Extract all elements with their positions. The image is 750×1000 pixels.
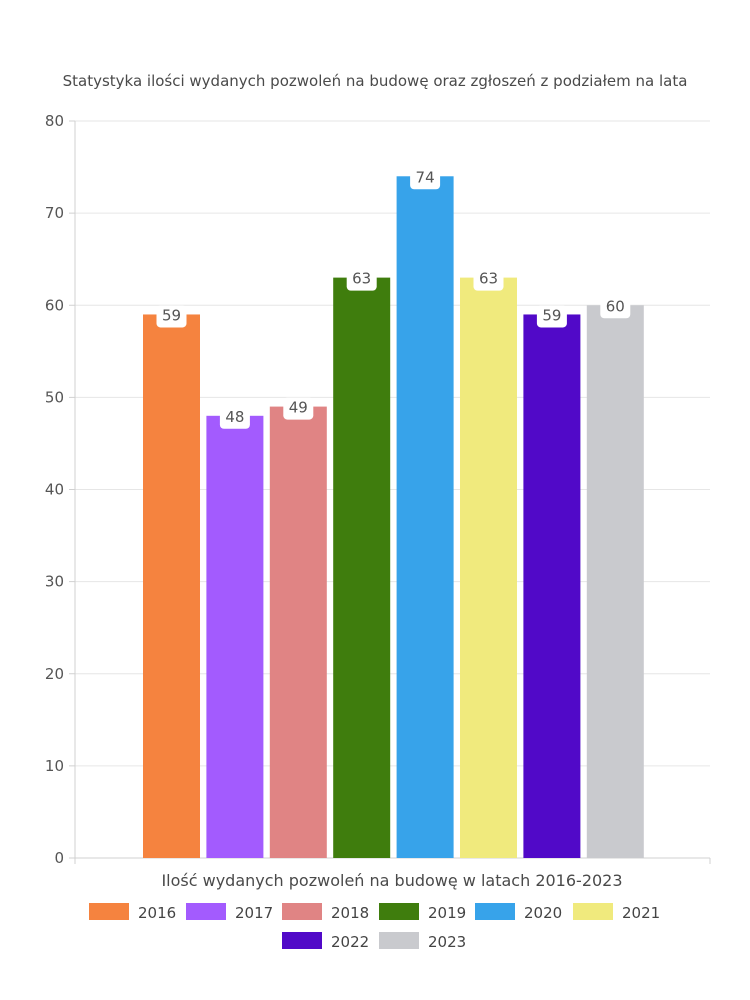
legend-item-2017: 2017 bbox=[186, 903, 273, 922]
legend-label: 2018 bbox=[331, 904, 369, 922]
bar-2018 bbox=[269, 406, 327, 858]
legend-item-2021: 2021 bbox=[573, 903, 660, 922]
data-label-2021: 63 bbox=[479, 270, 498, 288]
legend-label: 2021 bbox=[622, 904, 660, 922]
y-tick-label: 80 bbox=[45, 112, 64, 130]
legend-swatch bbox=[379, 932, 419, 949]
legend-item-2016: 2016 bbox=[89, 903, 176, 922]
data-label-background bbox=[283, 397, 314, 420]
data-labels: 59 48 49 63 74 63 59 60 bbox=[156, 167, 631, 429]
data-label-2018: 49 bbox=[289, 399, 308, 417]
legend: 2016 2017 2018 2019 2020 2021 2022 2023 bbox=[89, 903, 660, 951]
data-label-background bbox=[536, 305, 567, 328]
legend-swatch bbox=[475, 903, 515, 920]
bar-2020 bbox=[396, 176, 454, 858]
legend-label: 2017 bbox=[235, 904, 273, 922]
legend-label: 2016 bbox=[138, 904, 176, 922]
bars bbox=[143, 176, 644, 858]
data-label-2023: 60 bbox=[606, 297, 625, 315]
legend-swatch bbox=[186, 903, 226, 920]
data-label-2017: 48 bbox=[225, 408, 244, 426]
legend-item-2020: 2020 bbox=[475, 903, 562, 922]
bar-2022 bbox=[523, 314, 581, 858]
chart-title: Statystyka ilości wydanych pozwoleń na b… bbox=[63, 72, 688, 90]
data-label-background bbox=[600, 296, 631, 319]
legend-swatch bbox=[282, 903, 322, 920]
legend-item-2019: 2019 bbox=[379, 903, 466, 922]
bar-2016 bbox=[143, 314, 200, 858]
y-tick-label: 50 bbox=[45, 388, 64, 406]
legend-item-2018: 2018 bbox=[282, 903, 369, 922]
legend-swatch bbox=[282, 932, 322, 949]
bar-2021 bbox=[460, 277, 517, 858]
legend-item-2022: 2022 bbox=[282, 932, 369, 951]
data-label-2016: 59 bbox=[162, 306, 181, 324]
data-label-background bbox=[156, 305, 187, 328]
x-axis-label: Ilość wydanych pozwoleń na budowę w lata… bbox=[161, 871, 622, 890]
y-tick-label: 10 bbox=[45, 757, 64, 775]
legend-swatch bbox=[379, 903, 419, 920]
data-label-background bbox=[346, 268, 377, 291]
legend-label: 2020 bbox=[524, 904, 562, 922]
legend-swatch bbox=[573, 903, 613, 920]
data-label-2019: 63 bbox=[352, 270, 371, 288]
data-label-background bbox=[410, 167, 441, 190]
bar-2023 bbox=[586, 305, 644, 858]
y-tick-label: 30 bbox=[45, 573, 64, 591]
legend-label: 2019 bbox=[428, 904, 466, 922]
bar-2019 bbox=[333, 277, 391, 858]
bar-2017 bbox=[206, 415, 264, 858]
data-label-2020: 74 bbox=[416, 168, 435, 186]
data-label-2022: 59 bbox=[542, 306, 561, 324]
data-label-background bbox=[219, 406, 250, 429]
legend-label: 2022 bbox=[331, 933, 369, 951]
legend-label: 2023 bbox=[428, 933, 466, 951]
y-tick-label: 20 bbox=[45, 665, 64, 683]
y-tick-label: 60 bbox=[45, 296, 64, 314]
y-tick-label: 40 bbox=[45, 481, 64, 499]
y-tick-label: 0 bbox=[54, 849, 64, 867]
data-label-background bbox=[473, 268, 504, 291]
y-tick-label: 70 bbox=[45, 204, 64, 222]
legend-item-2023: 2023 bbox=[379, 932, 466, 951]
legend-swatch bbox=[89, 903, 129, 920]
y-axis-ticks: 0 10 20 30 40 50 60 70 80 bbox=[45, 112, 75, 867]
